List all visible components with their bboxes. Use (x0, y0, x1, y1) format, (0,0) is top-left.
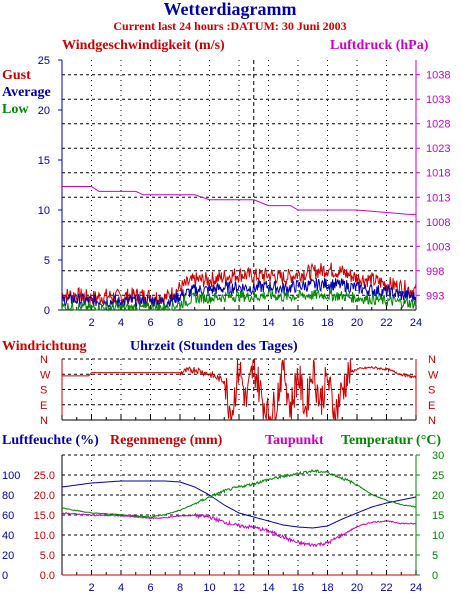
humidity-line (61, 480, 417, 529)
direction-label-right: N (428, 354, 436, 366)
x-tick-label: 6 (147, 317, 153, 329)
y2-tick-label: 1018 (426, 168, 450, 180)
x-tick-label: 24 (410, 317, 422, 329)
temperature-title: Temperatur (°C) (341, 433, 441, 448)
y2-tick-label: 1003 (426, 241, 450, 253)
x-tick-label: 24 (410, 582, 422, 594)
y-tick-label: 0 (44, 305, 50, 317)
rain-title: Regenmenge (mm) (110, 433, 223, 448)
wind-direction-title: Windrichtung (2, 339, 87, 354)
x-tick-label: 20 (351, 582, 363, 594)
diagram-subtitle: Current last 24 hours :DATUM: 30 Juni 20… (113, 19, 346, 33)
humidity-tick-label: 80 (2, 490, 14, 502)
x-tick-label: 10 (203, 317, 215, 329)
direction-label-left: N (40, 415, 48, 427)
humidity-tick-label: 20 (2, 550, 14, 562)
rain-tick-label: 15.0 (34, 510, 55, 522)
humidity-tick-label: 60 (2, 510, 14, 522)
y2-tick-label: 1028 (426, 119, 450, 131)
diagram-title: Wetterdiagramm (164, 0, 297, 19)
direction-label-right: W (428, 369, 439, 381)
humidity-title: Luftfeuchte (%) (2, 433, 99, 448)
x-tick-label: 14 (262, 317, 274, 329)
y-tick-label: 15 (38, 155, 50, 167)
x-tick-label: 4 (118, 317, 124, 329)
humidity-tick-label: 0 (2, 570, 8, 582)
y-tick-label: 10 (38, 205, 50, 217)
x-tick-label: 8 (177, 582, 183, 594)
x-tick-label: 18 (321, 582, 333, 594)
rain-tick-label: 20.0 (34, 490, 55, 502)
legend-low: Low (2, 102, 29, 117)
temp-tick-label: 0 (432, 570, 438, 582)
rain-tick-label: 25.0 (34, 470, 55, 482)
rain-tick-label: 5.0 (40, 550, 55, 562)
y-tick-label: 5 (44, 255, 50, 267)
x-tick-label: 12 (233, 317, 245, 329)
pressure-title: Luftdruck (hPa) (330, 38, 429, 53)
temperature-line (61, 468, 417, 518)
temp-tick-label: 15 (432, 510, 444, 522)
pressure-line (62, 186, 416, 215)
x-tick-label: 8 (177, 317, 183, 329)
direction-label-right: N (428, 415, 436, 427)
x-tick-label: 2 (88, 582, 94, 594)
humidity-temperature-panel: 0 20 40 60 80 100 0.0 5.0 10.0 15.0 20.0 25.0 0 5 10 15… (2, 450, 444, 594)
direction-label-right: S (428, 385, 435, 397)
x-tick-label: 22 (380, 317, 392, 329)
dewpoint-line (61, 512, 417, 548)
x-tick-label: 18 (321, 317, 333, 329)
y2-tick-label: 1023 (426, 143, 450, 155)
wind-low-line (61, 288, 417, 312)
x-tick-label: 6 (147, 582, 153, 594)
time-axis-label: Uhrzeit (Stunden des Tages) (130, 339, 298, 354)
x-tick-label: 20 (351, 317, 363, 329)
humidity-tick-label: 40 (2, 530, 14, 542)
wind-pressure-panel: 0510152025993998100310081013101810231028… (38, 55, 451, 329)
x-tick-label: 10 (203, 582, 215, 594)
temp-tick-label: 10 (432, 530, 444, 542)
x-tick-label: 4 (118, 582, 124, 594)
x-tick-label: 16 (292, 317, 304, 329)
direction-label-left: W (40, 369, 51, 381)
direction-label-right: E (428, 400, 435, 412)
rain-tick-label: 10.0 (34, 530, 55, 542)
y2-tick-label: 1033 (426, 94, 450, 106)
legend-gust: Gust (2, 68, 31, 83)
direction-label-left: N (40, 354, 48, 366)
y2-tick-label: 1013 (426, 192, 450, 204)
wind-direction-line (62, 359, 417, 420)
wind-speed-title: Windgeschwindigkeit (m/s) (62, 38, 225, 53)
wind-direction-panel: N NW WS SE EN N (40, 354, 439, 427)
x-tick-label: 2 (88, 317, 94, 329)
temp-tick-label: 5 (432, 550, 438, 562)
wind-average-line (61, 278, 417, 309)
temp-tick-label: 25 (432, 470, 444, 482)
y2-tick-label: 998 (426, 266, 444, 278)
y2-tick-label: 1008 (426, 217, 450, 229)
direction-label-left: S (40, 385, 47, 397)
humidity-tick-label: 100 (2, 470, 20, 482)
direction-label-left: E (40, 400, 47, 412)
x-tick-label: 22 (380, 582, 392, 594)
y-tick-label: 25 (38, 55, 50, 67)
temp-tick-label: 30 (432, 450, 444, 462)
temp-tick-label: 20 (432, 490, 444, 502)
dewpoint-title: Taupunkt (265, 433, 324, 448)
x-tick-label: 14 (262, 582, 274, 594)
y2-tick-label: 993 (426, 290, 444, 302)
x-tick-label: 16 (292, 582, 304, 594)
x-tick-label: 12 (233, 582, 245, 594)
y2-tick-label: 1038 (426, 70, 450, 82)
y-tick-label: 20 (38, 105, 50, 117)
legend-average: Average (2, 85, 51, 100)
rain-tick-label: 0.0 (40, 570, 55, 582)
